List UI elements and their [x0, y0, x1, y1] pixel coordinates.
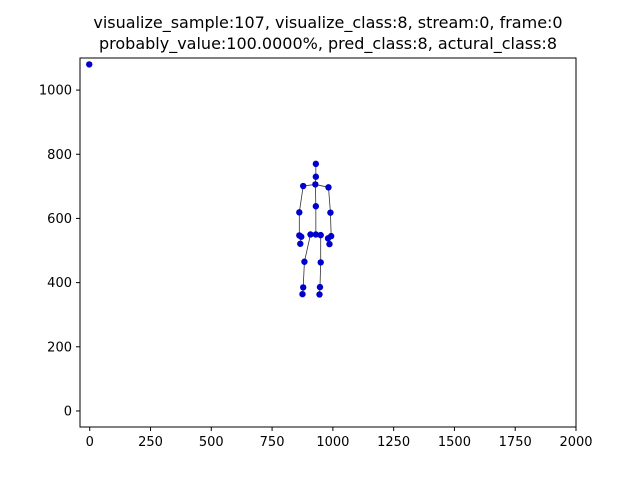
joint-point: [318, 232, 324, 238]
x-tick-label: 0: [86, 435, 94, 450]
joint-point: [298, 234, 304, 240]
x-tick-label: 1750: [499, 435, 532, 450]
chart-title-line1: visualize_sample:107, visualize_class:8,…: [93, 13, 562, 33]
x-tick-label: 1500: [438, 435, 471, 450]
x-tick-label: 1000: [316, 435, 349, 450]
y-tick-label: 0: [64, 404, 72, 419]
joint-point: [326, 241, 332, 247]
joint-point: [300, 284, 306, 290]
x-tick-label: 1250: [377, 435, 410, 450]
joint-point: [312, 181, 318, 187]
y-tick-label: 600: [47, 212, 72, 227]
joint-point: [86, 61, 92, 67]
joint-point: [313, 161, 319, 167]
joint-point: [300, 183, 306, 189]
joint-point: [297, 241, 303, 247]
joint-point: [296, 209, 302, 215]
joint-point: [313, 203, 319, 209]
y-tick-label: 800: [47, 148, 72, 163]
x-tick-label: 500: [199, 435, 224, 450]
x-tick-label: 750: [260, 435, 285, 450]
joint-point: [316, 291, 322, 297]
y-tick-label: 1000: [39, 84, 72, 99]
joint-point: [313, 174, 319, 180]
joint-point: [327, 209, 333, 215]
joint-point: [299, 291, 305, 297]
joint-point: [325, 184, 331, 190]
joint-point: [301, 259, 307, 265]
joint-point: [325, 235, 331, 241]
x-tick-label: 250: [138, 435, 163, 450]
y-tick-label: 200: [47, 340, 72, 355]
chart-title-line2: probably_value:100.0000%, pred_class:8, …: [99, 34, 557, 54]
joint-point: [318, 259, 324, 265]
joint-point: [317, 284, 323, 290]
x-tick-label: 2000: [559, 435, 592, 450]
y-tick-label: 400: [47, 276, 72, 291]
